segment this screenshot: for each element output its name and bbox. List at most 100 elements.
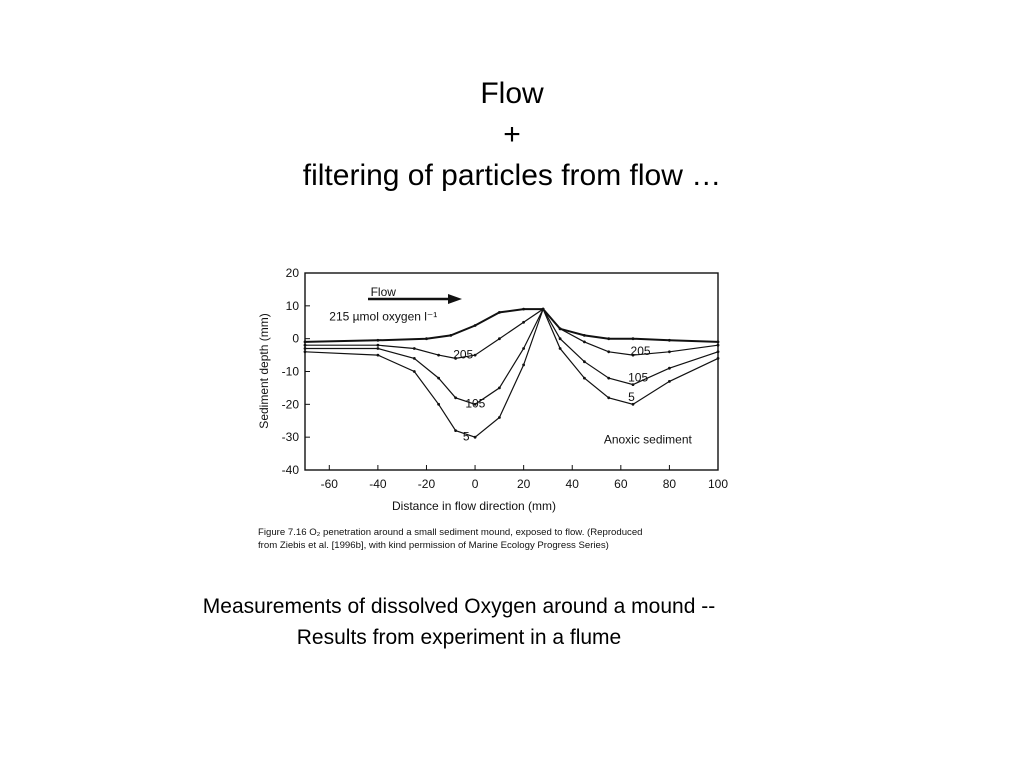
series-4-point [558, 347, 562, 350]
annotation-label: 105 [628, 370, 648, 384]
annotation-label: 105 [465, 397, 485, 411]
series-3-point [607, 376, 611, 380]
series-4-point [583, 376, 586, 380]
y-tick-label: 0 [292, 332, 299, 346]
series-2-point [583, 340, 586, 344]
series-3-point [558, 337, 562, 341]
figure-caption-line-2: from Ziebis et al. [1996b], with kind pe… [258, 540, 609, 551]
y-tick-label: 20 [286, 266, 300, 280]
series-1-point [716, 340, 720, 344]
title-line-flow: Flow [480, 77, 544, 110]
series-2-point [376, 343, 380, 347]
series-2-point [607, 350, 611, 354]
y-tick-label: -10 [282, 365, 300, 379]
series-1-point [607, 337, 611, 341]
series-label-surface: 215 µmol oxygen l⁻¹ [329, 310, 437, 324]
slide-caption: Measurements of dissolved Oxygen around … [0, 591, 918, 653]
series-3-point [583, 360, 586, 364]
series-layer [303, 307, 720, 439]
series-1-point [498, 311, 501, 314]
series-4-point [473, 435, 477, 439]
series-4-point [716, 357, 720, 360]
x-tick-label: -40 [369, 477, 387, 491]
series-3-point [522, 347, 525, 350]
series-2-point [631, 353, 635, 357]
figure-caption-line-1: Figure 7.16 O₂ penetration around a smal… [258, 527, 643, 538]
x-tick-label: 20 [517, 477, 531, 491]
annotation-layer: Flow 205 105 5 205 105 5 Anoxic sediment 215 µmo… [329, 285, 692, 447]
annotation-label: 5 [628, 390, 635, 404]
series-4-point [303, 350, 307, 354]
x-tick-label: -20 [418, 477, 436, 491]
series-4-point [522, 363, 525, 367]
y-tick-label: -20 [282, 397, 300, 411]
series-3-point [412, 357, 416, 360]
series-3-point [668, 366, 671, 370]
x-axis-label: Distance in flow direction (mm) [392, 499, 556, 513]
series-2-point [454, 357, 457, 360]
title-line-filtering: filtering of particles from flow … [302, 159, 722, 192]
series-3-point [631, 383, 635, 386]
slide-title: Flow + filtering of particles from flow … [0, 73, 1024, 196]
series-2-point [668, 350, 671, 354]
x-tick-label: 80 [663, 477, 677, 491]
series-1-point [376, 338, 380, 342]
y-tick-label: -40 [282, 463, 300, 477]
oxygen-figure: -60 -40 -20 0 20 40 60 80 100 20 10 0 -10 -20 -30 -40 F… [250, 262, 740, 558]
annotation-label: 205 [631, 344, 651, 358]
series-2-point [437, 353, 440, 357]
series-3-point [473, 402, 477, 406]
flow-arrow [368, 294, 462, 304]
series-2-point [412, 347, 416, 350]
series-2-point [522, 320, 525, 324]
y-tick-label: -30 [282, 430, 300, 444]
series-3-point [454, 396, 457, 400]
series-4-point [541, 307, 545, 311]
series-3-point [498, 386, 501, 390]
series-4-point [631, 402, 635, 406]
series-line-4 [304, 307, 719, 438]
series-2-point [558, 327, 562, 331]
flow-arrow-head [448, 294, 462, 304]
series-1-point [668, 338, 671, 342]
series-2-point [303, 343, 307, 347]
series-4-point [668, 380, 671, 383]
annotation-label: Flow [371, 285, 397, 299]
series-1-point [449, 334, 453, 337]
x-tick-label: 40 [566, 477, 580, 491]
series-1-point [473, 324, 477, 327]
series-2-point [473, 353, 477, 357]
series-4-point [437, 402, 440, 406]
series-1-point [522, 307, 525, 311]
caption-line-1: Measurements of dissolved Oxygen around … [202, 595, 716, 618]
series-line-1 [304, 308, 719, 343]
series-4-point [607, 396, 611, 400]
series-3-point [716, 350, 720, 354]
series-1-point [583, 334, 586, 337]
annotation-label: 5 [463, 429, 470, 443]
series-2-point [716, 343, 720, 347]
series-1-point [425, 337, 428, 341]
series-3-point [303, 347, 307, 350]
title-line-plus: + [503, 118, 521, 151]
x-tick-label: 0 [472, 477, 479, 491]
annotation-label: 205 [453, 347, 473, 361]
y-axis-label: Sediment depth (mm) [257, 313, 271, 428]
series-3-point [437, 376, 440, 380]
x-tick-label: 60 [614, 477, 628, 491]
x-tick-label: 100 [708, 477, 728, 491]
annotation-label: Anoxic sediment [604, 433, 693, 447]
series-1-point [631, 337, 635, 341]
series-4-point [454, 429, 457, 432]
series-4-point [498, 416, 501, 419]
series-1-point [303, 340, 307, 344]
series-2-point [498, 337, 501, 341]
y-tick-label: 10 [286, 299, 300, 313]
caption-line-2: Results from experiment in a flume [296, 626, 622, 649]
series-4-point [412, 370, 416, 373]
series-4-point [376, 353, 380, 357]
x-tick-label: -60 [321, 477, 339, 491]
